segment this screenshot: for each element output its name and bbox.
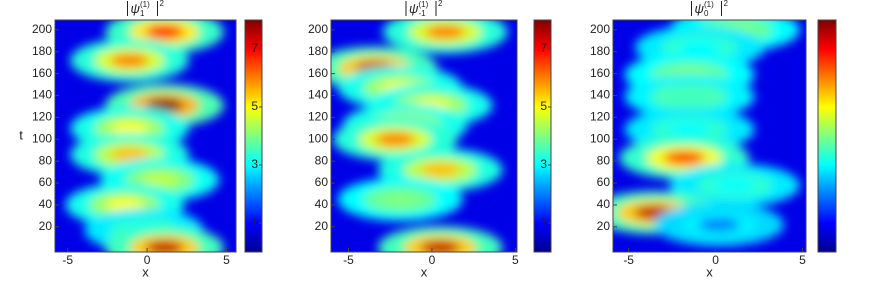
x-tick-label: -5 — [343, 253, 354, 267]
title-part: 0 — [704, 9, 709, 18]
y-tick-label: 40 — [39, 197, 53, 211]
blob-core — [110, 147, 149, 162]
heatmap — [613, 20, 806, 252]
x-tick-label: -5 — [62, 253, 73, 267]
plot-frame — [612, 19, 807, 253]
x-tick-label: 5 — [223, 253, 230, 267]
x-tick-label: 0 — [712, 253, 719, 267]
x-tick-label: -5 — [623, 253, 634, 267]
y-tick-label: 20 — [597, 219, 611, 233]
chart-title: ψ(1) -1 — [409, 0, 429, 18]
x-tick-label: 5 — [512, 253, 519, 267]
colorbar-tick-label: 1 — [251, 215, 258, 229]
y-tick-label: 100 — [590, 131, 610, 145]
y-tick-label: 60 — [39, 175, 53, 189]
title-part: ψ — [131, 1, 141, 16]
plot-frame — [54, 19, 237, 253]
blobs — [65, 20, 224, 252]
title-part: (1) — [418, 0, 428, 9]
colorbar — [244, 19, 263, 253]
y-tick-label: 80 — [39, 153, 53, 167]
heatmap — [331, 20, 517, 252]
y-tick-label: 80 — [315, 153, 329, 167]
y-tick-label: 200 — [32, 22, 52, 36]
blob-core — [714, 178, 756, 193]
y-tick-label: 100 — [32, 131, 52, 145]
x-tick-label: 0 — [144, 253, 151, 267]
title-part: ψ — [695, 1, 705, 16]
blobs — [613, 20, 800, 247]
blob-core — [420, 163, 461, 177]
title-part: (1) — [140, 0, 150, 9]
colorbar-tick-label: 3 — [251, 157, 258, 171]
blob-core — [110, 53, 149, 68]
y-tick-label: 120 — [308, 110, 328, 124]
y-tick-label: 200 — [590, 22, 610, 36]
colorbar-tick-label: 5 — [540, 99, 547, 113]
y-tick-label: 120 — [590, 110, 610, 124]
chart-title: ψ(1) 0 — [695, 0, 715, 18]
y-tick-label: 60 — [597, 175, 611, 189]
chart-title: ψ(1) 1 — [131, 0, 151, 18]
title-part: (1) — [704, 0, 714, 9]
blob-core — [668, 89, 711, 104]
blob-core — [663, 150, 705, 165]
blob-core — [145, 25, 184, 39]
y-tick-label: 180 — [32, 44, 52, 58]
colorbar — [533, 19, 552, 253]
blob-core — [145, 240, 184, 252]
y-tick-label: 40 — [597, 197, 611, 211]
y-tick-label: 180 — [308, 44, 328, 58]
x-tick-label: 0 — [429, 253, 436, 267]
colorbar-tick-label: 1 — [540, 215, 547, 229]
y-tick-label: 100 — [308, 131, 328, 145]
blob-core — [679, 40, 721, 55]
title-exponent: 2 — [160, 0, 165, 8]
blob-core — [420, 240, 461, 252]
y-tick-label: 40 — [315, 197, 329, 211]
x-axis-label: x — [142, 264, 149, 279]
title-part: ψ — [409, 1, 419, 16]
y-tick-label: 140 — [590, 88, 610, 102]
blob-core — [380, 192, 421, 207]
x-axis-label: x — [421, 264, 428, 279]
blob-core — [110, 121, 149, 136]
y-tick-label: 160 — [308, 66, 328, 80]
y-tick-label: 60 — [315, 175, 329, 189]
y-tick-label: 20 — [39, 219, 53, 233]
blobs — [331, 20, 508, 252]
colorbar — [817, 19, 837, 253]
x-axis-label: x — [706, 264, 713, 279]
blob-core — [425, 25, 466, 39]
y-tick-label: 140 — [32, 88, 52, 102]
y-tick-label: 120 — [32, 110, 52, 124]
blob-core — [375, 132, 416, 147]
y-tick-label: 80 — [597, 153, 611, 167]
heatmap — [55, 20, 236, 252]
title-exponent: 2 — [438, 0, 443, 8]
title-part: 1 — [140, 9, 145, 18]
title-part: -1 — [418, 9, 426, 18]
y-axis-label: t — [19, 127, 23, 142]
blob-core — [105, 198, 144, 212]
blob-core — [698, 217, 740, 232]
colorbar-tick-label: 7 — [540, 41, 547, 55]
y-tick-label: 200 — [308, 22, 328, 36]
blob-core — [668, 122, 711, 137]
blob-core — [140, 172, 179, 187]
y-tick-label: 160 — [32, 66, 52, 80]
colorbar-tick-label: 3 — [540, 157, 547, 171]
colorbar-tick-label: 7 — [251, 41, 258, 55]
title-exponent: 2 — [724, 0, 729, 8]
y-tick-label: 140 — [308, 88, 328, 102]
colorbar-tick-label: 5 — [251, 99, 258, 113]
plot-frame — [330, 19, 518, 253]
y-tick-label: 160 — [590, 66, 610, 80]
y-tick-label: 180 — [590, 44, 610, 58]
y-tick-label: 20 — [315, 219, 329, 233]
x-tick-label: 5 — [799, 253, 806, 267]
